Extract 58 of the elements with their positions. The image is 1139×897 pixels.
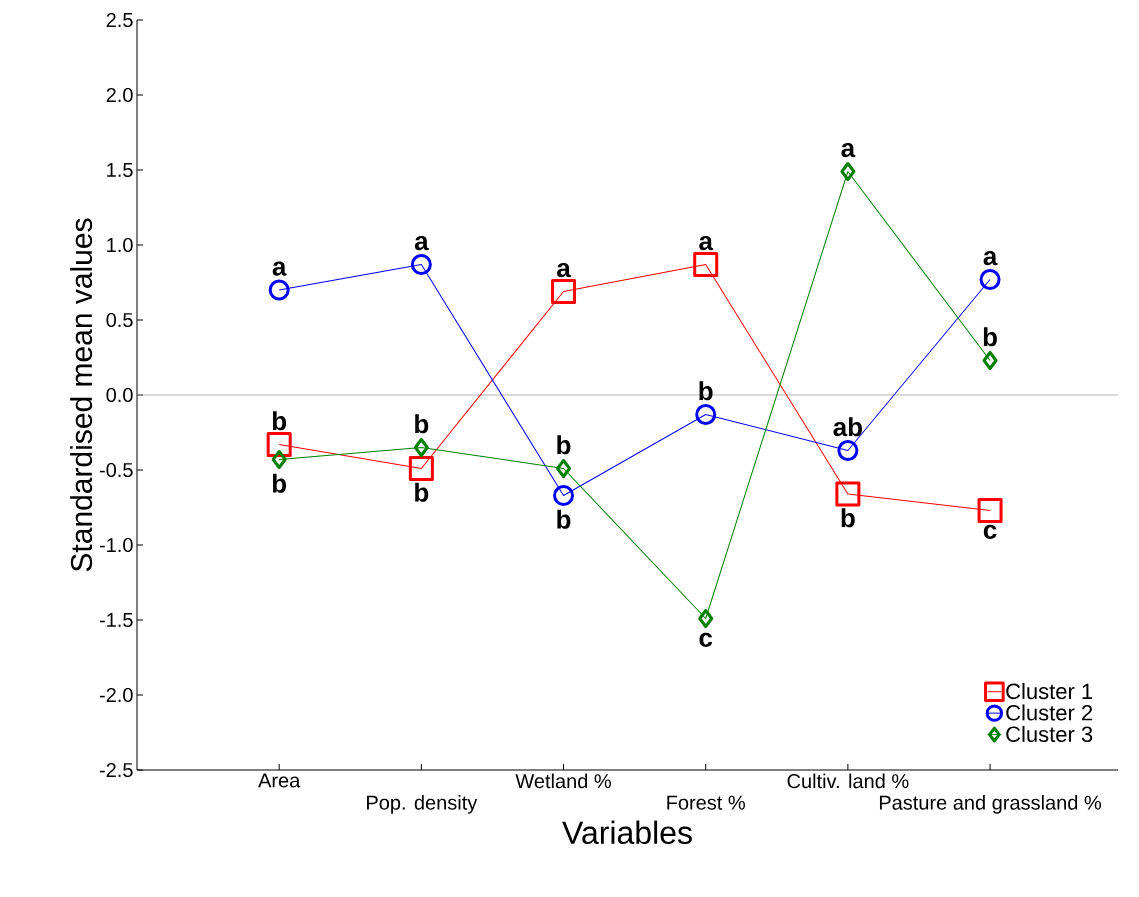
annotation: c [983,524,997,539]
point [413,438,429,457]
y-tick-label: -1.5 [99,613,133,627]
annotation: a [841,143,856,158]
annotation: b [415,414,429,434]
x-tick-label: Pasture and grassland % [879,795,1102,814]
y-axis-title: Standardised mean values [70,218,93,572]
annotation: a [272,261,287,276]
x-tick-label: Forest % [667,795,745,810]
x-tick-label: Pop. density [367,795,478,814]
annotation: a [557,263,571,278]
point [837,440,859,461]
point [695,403,717,425]
annotation: ab [833,417,862,437]
annotation: b [983,327,997,347]
annotation: b [557,435,571,455]
annotation: b [272,473,287,493]
point [271,449,287,469]
annotation: b [699,381,713,401]
point [556,459,572,478]
legend-label: Cluster 2 [1006,704,1093,721]
point [266,431,292,457]
annotation: b [272,411,287,431]
y-tick-label: 2.0 [106,87,133,103]
y-tick-label: -2.0 [99,687,133,703]
x-tick-label: Cultiv. land % [787,773,909,789]
y-tick-label: 1.5 [107,163,133,177]
point [553,485,575,506]
annotation: a [983,251,998,266]
y-tick-label: 2.5 [106,12,133,28]
point [268,279,290,301]
point [551,278,577,304]
point [698,609,714,628]
legend-label: Cluster 1 [1006,682,1093,700]
annotation: b [841,508,855,528]
legend-label: Cluster 3 [1006,725,1093,743]
point [977,498,1003,523]
x-axis-title: Variables [562,820,692,845]
y-tick-label: -2.5 [99,762,133,778]
x-tick-label: Area [258,773,301,788]
point [835,481,861,507]
annotation: a [414,236,429,251]
annotation: a [699,236,714,251]
annotation: b [557,509,571,529]
y-tick-label: -0.5 [99,462,133,478]
y-tick-label: 0.0 [106,387,133,403]
y-tick-label: -1.0 [99,537,133,553]
point [982,351,998,370]
point [693,251,719,277]
annotation: c [699,632,713,647]
annotation: b [415,482,429,502]
point [979,268,1001,290]
point [840,161,856,181]
y-tick-label: 0.5 [106,312,133,328]
x-tick-label: Wetland % [515,773,611,789]
point [408,456,434,481]
point [410,253,432,275]
y-tick-label: 1.0 [107,237,133,253]
